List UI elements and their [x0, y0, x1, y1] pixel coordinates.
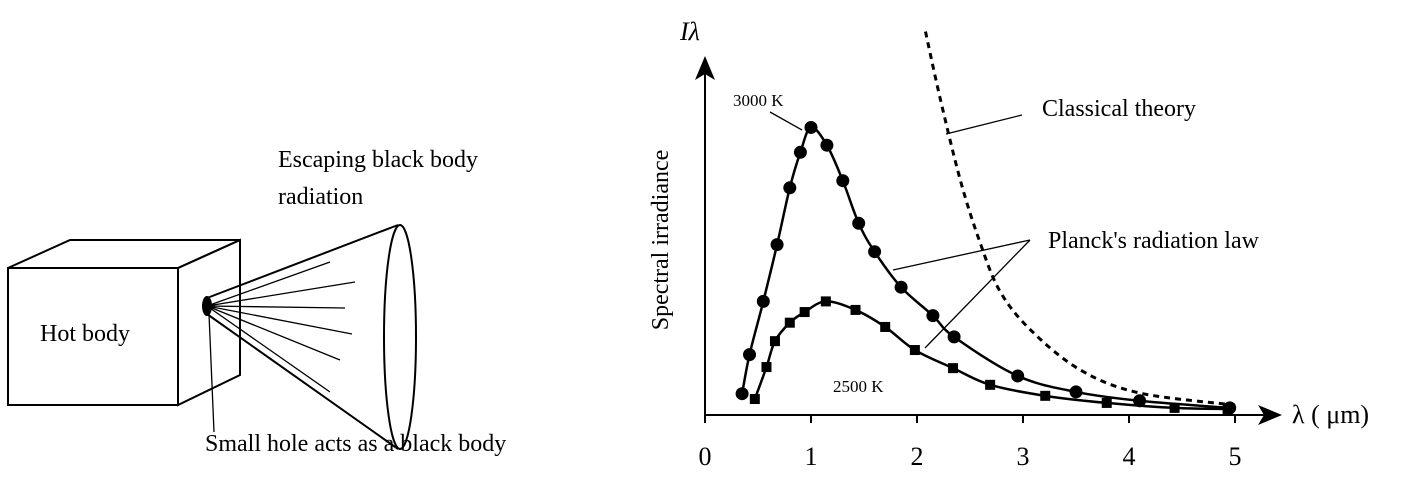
x-tick-label: 2	[911, 442, 924, 471]
marker	[799, 307, 810, 318]
series-leader	[769, 111, 803, 131]
cone-end	[383, 224, 417, 450]
cavity-drawing: Hot body Small hole acts as a black body…	[7, 147, 506, 457]
marker	[850, 304, 861, 315]
marker	[1222, 403, 1233, 414]
body-label: Hot body	[40, 321, 130, 347]
marker	[880, 321, 891, 332]
x-tick-label: 3	[1017, 442, 1030, 471]
marker	[743, 348, 757, 362]
series-label: Classical theory	[1042, 96, 1196, 122]
marker	[947, 330, 961, 344]
marker	[852, 216, 866, 230]
hole-pointer	[208, 313, 215, 433]
marker	[769, 336, 780, 347]
marker	[894, 280, 908, 294]
marker	[770, 238, 784, 252]
y-arrow	[695, 56, 715, 80]
x-tick-label: 4	[1123, 442, 1136, 471]
marker	[1069, 385, 1083, 399]
marker	[783, 181, 797, 195]
y-symbol: Iλ	[679, 17, 700, 46]
series-label: 2500 K	[833, 377, 884, 396]
x-tick-label: 1	[805, 442, 818, 471]
annotation: Planck's radiation law	[1048, 228, 1260, 254]
marker	[868, 245, 882, 259]
series-label: 3000 K	[733, 91, 784, 110]
x-arrow	[1258, 405, 1282, 425]
radiation-box: Escaping black body radiation	[278, 147, 478, 210]
marker	[926, 309, 940, 323]
marker	[909, 345, 920, 356]
marker	[836, 174, 850, 188]
marker	[793, 145, 807, 159]
marker	[804, 120, 818, 134]
marker	[735, 387, 749, 401]
series-line	[740, 126, 1230, 410]
cube-front	[7, 267, 179, 406]
annotation-leader	[892, 239, 1031, 349]
cone-edge	[206, 224, 399, 450]
marker	[1133, 394, 1147, 408]
cube-top	[7, 239, 241, 269]
chart: Iλ Spectral irradiance λ ( μm) Planck's …	[648, 17, 1369, 471]
marker	[761, 362, 772, 373]
marker	[948, 363, 959, 374]
radiation-label: Escaping black body radiation	[278, 147, 478, 210]
marker	[820, 138, 834, 152]
x-axis-label: λ ( μm)	[1292, 400, 1369, 429]
rays	[206, 261, 356, 393]
series-line	[924, 31, 1236, 407]
marker	[985, 379, 996, 390]
marker	[1169, 402, 1180, 413]
marker	[756, 294, 770, 308]
marker	[1011, 369, 1025, 383]
series-line	[753, 300, 1228, 411]
x-tick-label: 5	[1229, 442, 1242, 471]
marker	[820, 296, 831, 307]
marker	[784, 317, 795, 328]
marker	[1101, 397, 1112, 408]
hole-label: Small hole acts as a black body	[205, 431, 506, 457]
y-axis-label: Spectral irradiance	[648, 150, 674, 331]
series-leader	[945, 114, 1023, 135]
marker	[749, 394, 760, 405]
x-tick-label: 0	[699, 442, 712, 471]
marker	[1040, 390, 1051, 401]
